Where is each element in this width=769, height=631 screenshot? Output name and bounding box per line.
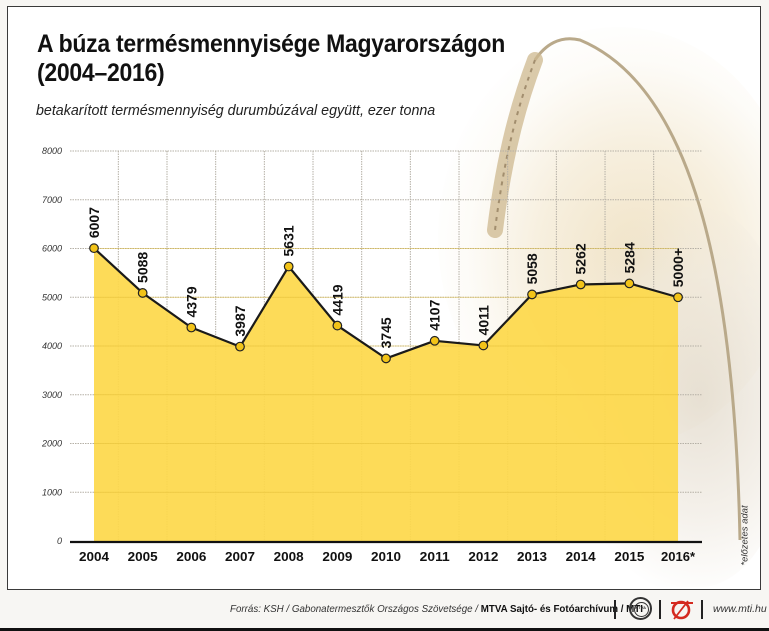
website-link[interactable]: www.mti.hu <box>713 603 767 615</box>
data-label: 6007 <box>86 207 102 238</box>
y-tick-label: 3000 <box>42 390 62 400</box>
bottom-bar <box>0 628 769 631</box>
data-point-marker <box>186 322 197 333</box>
source-agency: MTVA Sajtó- és Fotóarchívum / MTI <box>480 603 643 615</box>
data-label: 3987 <box>232 305 248 336</box>
data-label: 4011 <box>475 305 491 336</box>
data-point-marker <box>235 341 245 352</box>
data-label: 5058 <box>524 253 540 284</box>
data-point-marker <box>429 335 440 346</box>
x-tick-label: 2004 <box>79 549 110 564</box>
x-tick-label: 2011 <box>420 549 450 564</box>
y-tick-label: 5000 <box>42 292 62 302</box>
page-title: A búza termésmennyisége Magyarországon (… <box>37 30 505 88</box>
y-tick-label: 7000 <box>42 195 62 205</box>
footer-separator <box>701 600 703 619</box>
y-tick-label: 2000 <box>41 439 62 449</box>
footnote-preliminary-data: *előzetes adat <box>739 505 751 566</box>
footer-separator <box>659 600 661 619</box>
source-text: Forrás: KSH / Gabonatermesztők Országos … <box>230 603 481 615</box>
x-tick-label: 2014 <box>566 549 597 564</box>
y-tick-label: 8000 <box>42 146 62 156</box>
x-tick-label: 2007 <box>225 549 255 564</box>
data-point-marker <box>624 278 635 289</box>
wheat-ear-illustration <box>487 37 742 541</box>
y-tick-label: 4000 <box>42 341 62 351</box>
y-tick-label: 1000 <box>42 487 62 497</box>
data-label: 4107 <box>427 299 443 330</box>
chart-area-fill <box>94 248 679 541</box>
title-line-1: A búza termésmennyisége Magyarországon <box>37 30 505 58</box>
data-label: 5000+ <box>670 248 686 287</box>
y-tick-label: 0 <box>57 536 62 546</box>
data-label: 3745 <box>378 317 394 348</box>
x-tick-label: 2010 <box>371 549 401 564</box>
footer: Forrás: KSH / Gabonatermesztők Országos … <box>0 592 769 628</box>
x-tick-label: 2005 <box>128 549 158 564</box>
source-credit: Forrás: KSH / Gabonatermesztők Országos … <box>230 603 643 615</box>
chart-subtitle: betakarított termésmennyiség durumbúzáva… <box>36 102 436 119</box>
data-label: 4379 <box>183 286 199 317</box>
chart-data-points: 6007 5088 4379 3987 5631 4419 3745 4107 4011 5058… <box>86 207 686 364</box>
x-tick-label: 2012 <box>468 549 498 564</box>
x-tick-label: 2006 <box>176 549 206 564</box>
data-point-marker <box>575 279 586 290</box>
x-tick-label: 2008 <box>274 549 304 564</box>
title-line-2: (2004–2016) <box>37 59 165 87</box>
x-tick-label: 2013 <box>517 549 547 564</box>
data-point-marker <box>381 353 391 364</box>
mtva-logo-icon: MTVA <box>629 597 652 620</box>
data-point-marker <box>89 243 99 254</box>
data-point-marker <box>283 261 294 272</box>
data-label: 5631 <box>281 225 297 256</box>
data-label: 5088 <box>135 252 151 283</box>
data-label: 5262 <box>573 243 589 274</box>
x-tick-label: 2015 <box>614 549 644 564</box>
x-tick-label: 2009 <box>322 549 352 564</box>
data-point-marker <box>478 340 489 351</box>
data-label: 5284 <box>621 242 637 273</box>
data-label: 4419 <box>329 284 345 315</box>
chart-axes: 2004 2005 2006 2007 2008 2009 2010 2011 2012 2013… <box>70 540 702 564</box>
data-point-marker <box>332 320 343 331</box>
footer-separator <box>614 600 616 619</box>
data-point-marker <box>137 288 148 298</box>
data-point-marker <box>527 289 537 300</box>
data-point-marker <box>673 292 683 303</box>
x-tick-label: 2016* <box>661 549 696 564</box>
y-tick-label: 6000 <box>42 244 62 254</box>
mti-logo-icon <box>671 600 693 620</box>
